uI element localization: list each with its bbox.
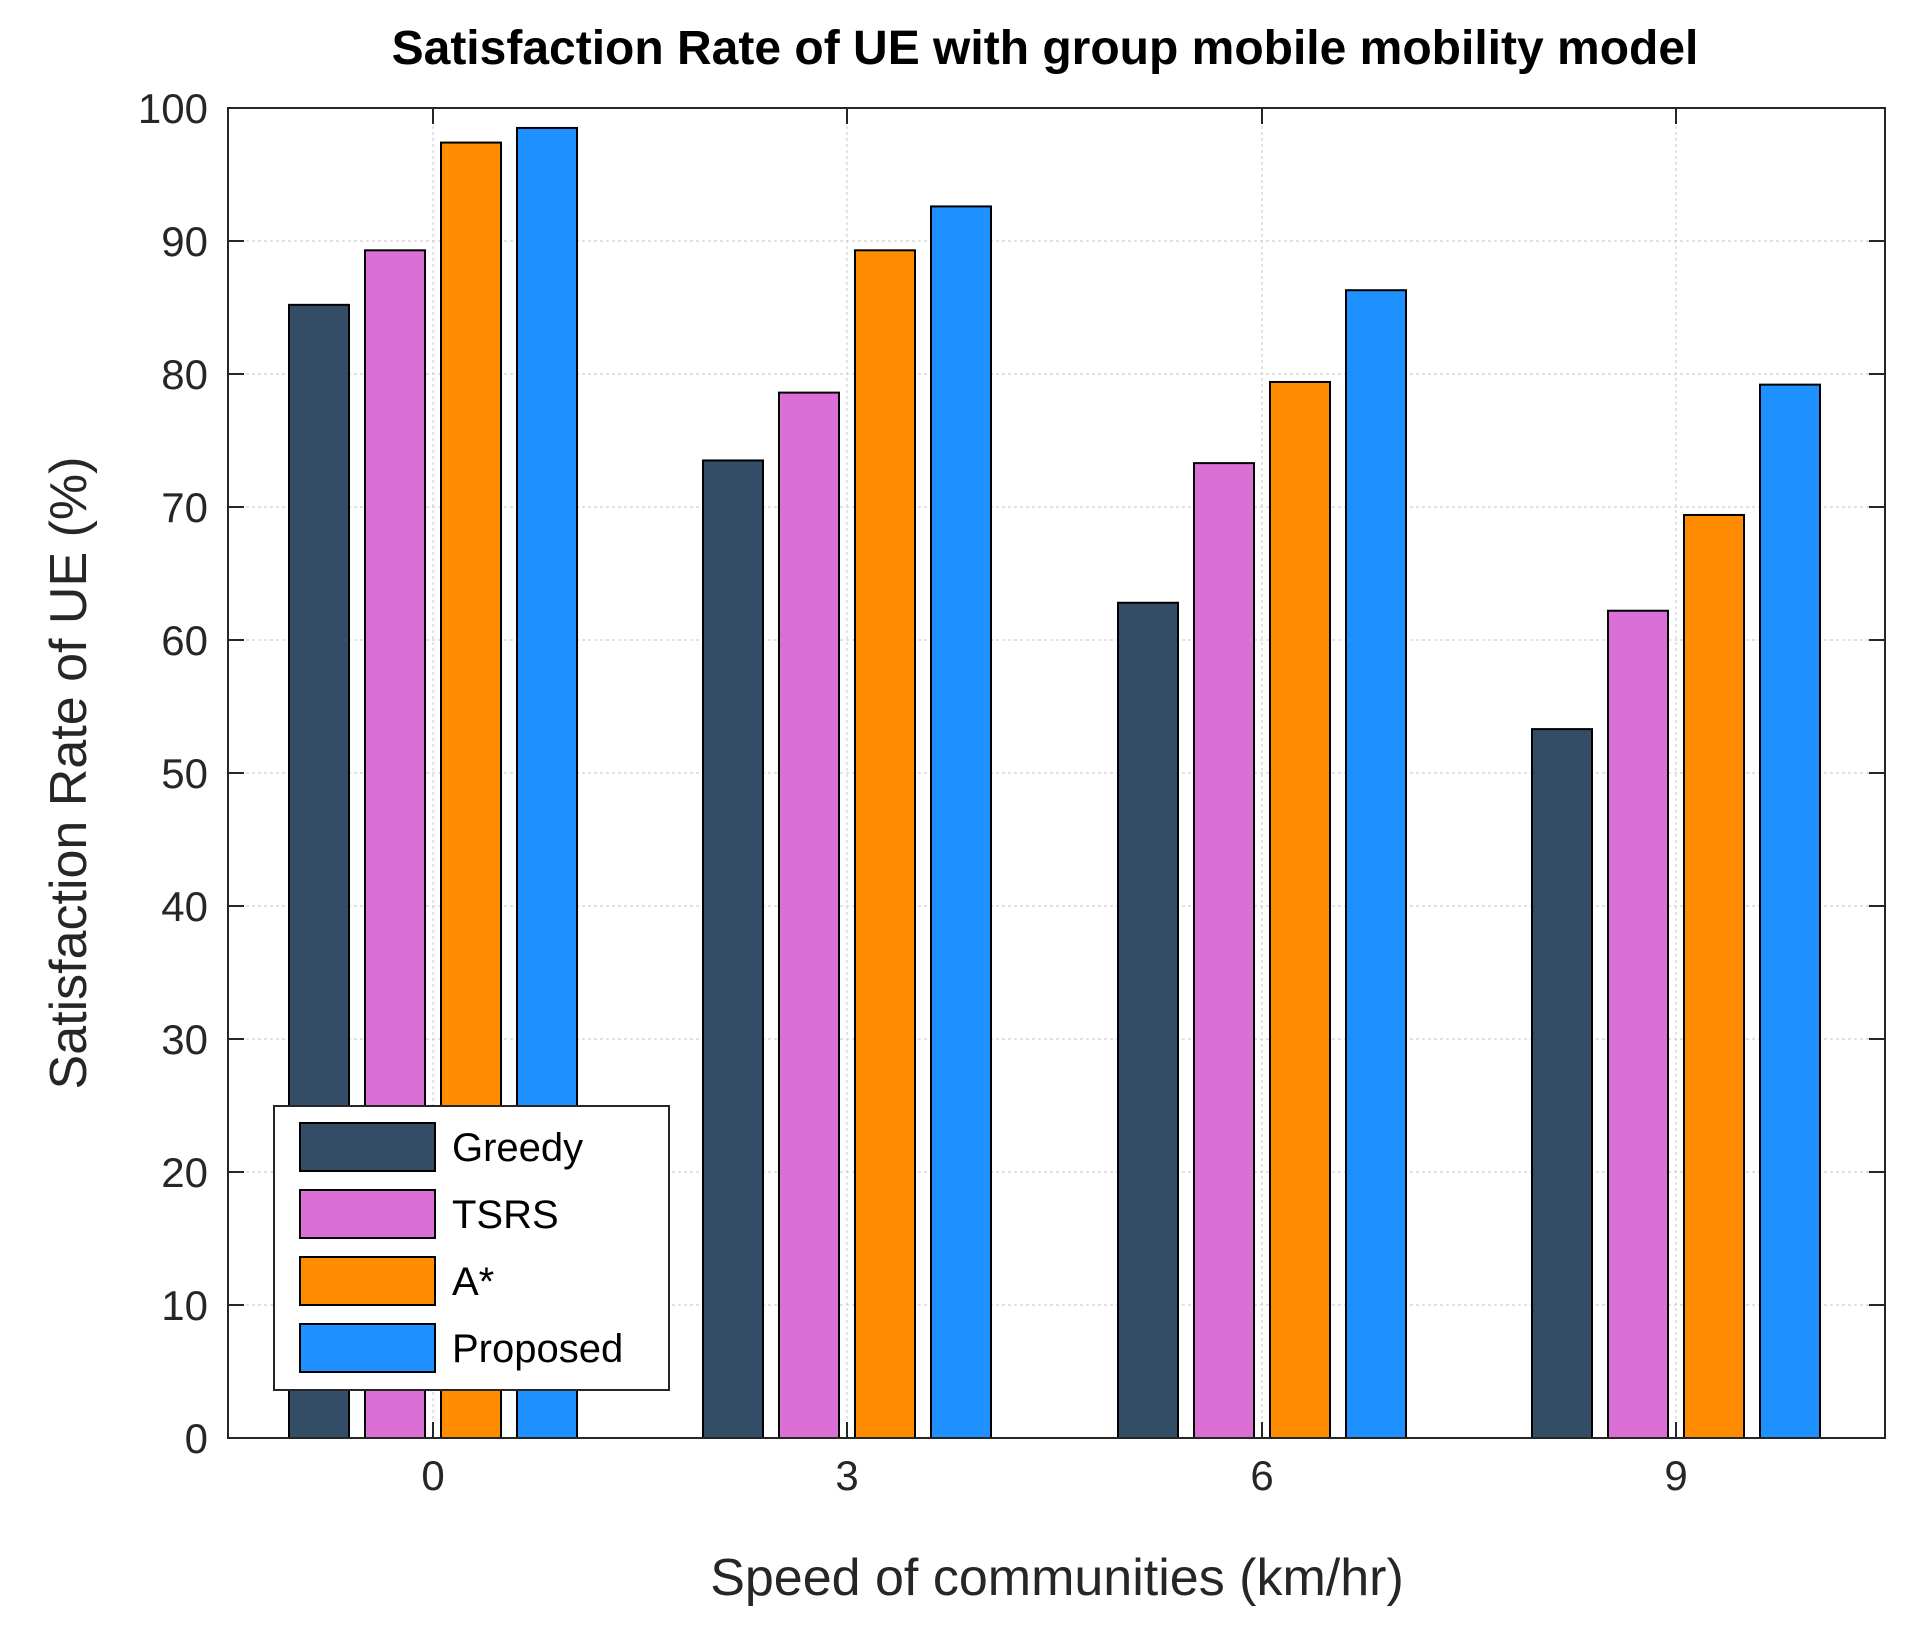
y-tick-label-70: 70 — [161, 484, 208, 531]
bar-tsrs-6 — [1193, 462, 1255, 1439]
bar-a-6 — [1269, 380, 1331, 1440]
y-tick-label-80: 80 — [161, 351, 208, 398]
bar-a-9 — [1683, 513, 1745, 1439]
x-tick-label-3: 3 — [835, 1452, 858, 1499]
legend-swatch-proposed — [299, 1323, 436, 1373]
y-tick-label-10: 10 — [161, 1282, 208, 1329]
y-tick-label-50: 50 — [161, 750, 208, 797]
bar-proposed-3 — [930, 205, 992, 1439]
bar-tsrs-9 — [1607, 609, 1669, 1439]
legend-label-a: A* — [452, 1260, 494, 1304]
bar-tsrs-3 — [778, 391, 840, 1439]
bar-proposed-9 — [1759, 383, 1821, 1439]
bar-greedy-6 — [1117, 601, 1179, 1439]
bar-proposed-6 — [1345, 289, 1407, 1440]
bar-greedy-9 — [1531, 728, 1593, 1439]
legend-swatch-a — [299, 1256, 436, 1306]
x-tick-labels: 0 3 6 9 — [421, 1452, 1687, 1499]
legend-label-greedy: Greedy — [452, 1126, 583, 1170]
bar-greedy-3 — [702, 459, 764, 1439]
chart-title: Satisfaction Rate of UE with group mobil… — [392, 22, 1699, 75]
x-tick-label-9: 9 — [1664, 1452, 1687, 1499]
legend: Greedy TSRS A* Proposed — [273, 1105, 670, 1391]
legend-label-tsrs: TSRS — [452, 1193, 559, 1237]
legend-swatch-tsrs — [299, 1189, 436, 1239]
y-tick-label-0: 0 — [185, 1415, 208, 1462]
bar-a-3 — [854, 249, 916, 1439]
axis-ticks — [228, 107, 1885, 1439]
y-tick-label-90: 90 — [161, 218, 208, 265]
y-tick-label-30: 30 — [161, 1016, 208, 1063]
y-tick-labels: 0 10 20 30 40 50 60 70 80 90 100 — [138, 85, 208, 1462]
x-tick-label-6: 6 — [1250, 1452, 1273, 1499]
y-axis-label: Satisfaction Rate of UE (%) — [40, 457, 98, 1090]
y-tick-label-60: 60 — [161, 617, 208, 664]
y-tick-label-20: 20 — [161, 1149, 208, 1196]
y-tick-label-40: 40 — [161, 883, 208, 930]
legend-swatch-greedy — [299, 1122, 436, 1172]
x-tick-label-0: 0 — [421, 1452, 444, 1499]
legend-label-proposed: Proposed — [452, 1327, 623, 1371]
y-tick-label-100: 100 — [138, 85, 208, 132]
x-axis-label: Speed of communities (km/hr) — [710, 1549, 1404, 1607]
